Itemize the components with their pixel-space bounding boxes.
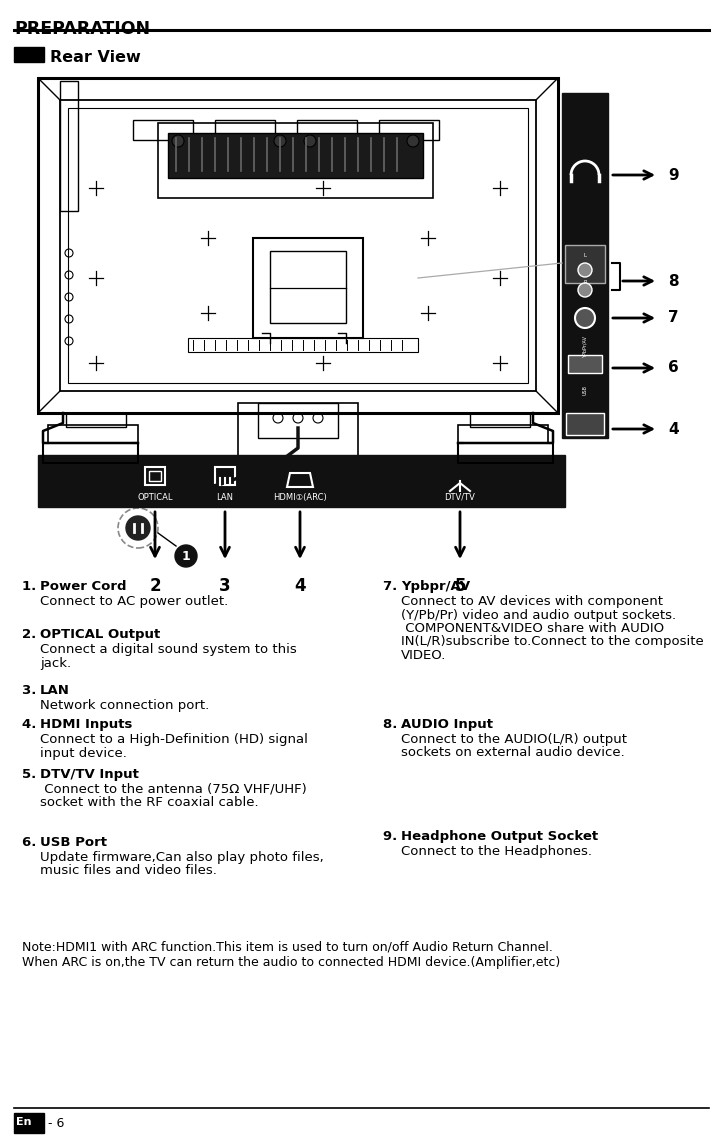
- Text: 6.: 6.: [22, 836, 41, 849]
- Text: R: R: [583, 280, 587, 285]
- Text: Power Cord: Power Cord: [40, 580, 127, 593]
- Bar: [48, 424, 138, 443]
- Circle shape: [304, 135, 316, 147]
- Text: (Y/Pb/Pr) video and audio output sockets.: (Y/Pb/Pr) video and audio output sockets…: [401, 608, 676, 622]
- Bar: [458, 424, 548, 443]
- Text: VIDEO.: VIDEO.: [401, 649, 446, 662]
- Bar: [215, 120, 275, 140]
- Text: Connect to the Headphones.: Connect to the Headphones.: [401, 845, 592, 858]
- Circle shape: [175, 545, 197, 567]
- Bar: [14, 47, 44, 62]
- Bar: [253, 238, 363, 338]
- Text: En: En: [16, 1117, 32, 1127]
- Text: 2: 2: [149, 577, 161, 594]
- Text: 5: 5: [454, 577, 466, 594]
- Text: 6: 6: [668, 361, 679, 375]
- Circle shape: [126, 516, 150, 540]
- Text: IN(L/R)subscribe to.Connect to the composite: IN(L/R)subscribe to.Connect to the compo…: [401, 636, 703, 648]
- Bar: [562, 94, 608, 438]
- Text: 3: 3: [219, 577, 231, 594]
- Bar: [215, 467, 235, 485]
- Text: YPbPr/AV: YPbPr/AV: [583, 335, 588, 358]
- Text: 1.: 1.: [22, 580, 41, 593]
- Bar: [168, 133, 423, 178]
- Text: DTV/TV Input: DTV/TV Input: [40, 768, 139, 780]
- Bar: [258, 403, 338, 438]
- Text: 8: 8: [668, 274, 679, 289]
- Bar: [38, 78, 558, 413]
- Text: 2.: 2.: [22, 628, 41, 641]
- Text: Headphone Output Socket: Headphone Output Socket: [401, 830, 598, 843]
- Bar: [158, 123, 433, 199]
- Text: sockets on external audio device.: sockets on external audio device.: [401, 746, 625, 760]
- Text: L: L: [583, 253, 586, 258]
- Bar: [14, 1112, 44, 1133]
- Bar: [60, 100, 536, 391]
- Text: Connect to AV devices with component: Connect to AV devices with component: [401, 594, 663, 608]
- Text: HDMI: HDMI: [583, 450, 588, 463]
- Text: DTV/TV: DTV/TV: [445, 493, 476, 502]
- Text: When ARC is on,the TV can return the audio to connected HDMI device.(Amplifier,e: When ARC is on,the TV can return the aud…: [22, 956, 560, 969]
- Text: music files and video files.: music files and video files.: [40, 865, 217, 877]
- Text: Update firmware,Can also play photo files,: Update firmware,Can also play photo file…: [40, 851, 324, 864]
- Circle shape: [274, 135, 286, 147]
- Bar: [565, 245, 605, 283]
- Text: USB Port: USB Port: [40, 836, 107, 849]
- Bar: [68, 108, 528, 383]
- Bar: [270, 251, 346, 323]
- Text: - 6: - 6: [48, 1117, 64, 1130]
- Text: jack.: jack.: [40, 656, 71, 670]
- Bar: [566, 413, 604, 435]
- Text: LAN: LAN: [216, 493, 234, 502]
- Circle shape: [575, 308, 595, 327]
- Text: Connect to the AUDIO(L/R) output: Connect to the AUDIO(L/R) output: [401, 733, 627, 746]
- Text: 4: 4: [294, 577, 306, 594]
- Text: socket with the RF coaxial cable.: socket with the RF coaxial cable.: [40, 796, 259, 809]
- Bar: [470, 413, 530, 427]
- Text: input device.: input device.: [40, 746, 127, 760]
- Text: Rear View: Rear View: [50, 50, 141, 65]
- Bar: [133, 120, 193, 140]
- Circle shape: [578, 262, 592, 277]
- Text: Network connection port.: Network connection port.: [40, 699, 209, 712]
- Text: USB: USB: [583, 385, 588, 395]
- Bar: [66, 413, 126, 427]
- Text: 5.: 5.: [22, 768, 41, 780]
- Text: Ypbpr/AV: Ypbpr/AV: [401, 580, 470, 593]
- Text: 9.: 9.: [383, 830, 402, 843]
- Text: COMPONENT&VIDEO share with AUDIO: COMPONENT&VIDEO share with AUDIO: [401, 622, 664, 636]
- Text: AUDIO Input: AUDIO Input: [401, 718, 493, 731]
- Text: 3.: 3.: [22, 683, 41, 697]
- Circle shape: [172, 135, 184, 147]
- Bar: [188, 338, 418, 353]
- Text: LAN: LAN: [40, 683, 70, 697]
- Text: PREPARATION: PREPARATION: [14, 21, 150, 38]
- Text: 4: 4: [668, 421, 679, 437]
- Text: OPTICAL: OPTICAL: [137, 493, 173, 502]
- Text: 8.: 8.: [383, 718, 402, 731]
- Bar: [568, 355, 602, 373]
- Bar: [38, 455, 565, 507]
- Text: 7.: 7.: [383, 580, 402, 593]
- Bar: [145, 467, 165, 485]
- Text: 9: 9: [668, 168, 679, 183]
- Bar: [297, 120, 357, 140]
- Text: HDMI①(ARC): HDMI①(ARC): [273, 493, 327, 502]
- Text: OPTICAL Output: OPTICAL Output: [40, 628, 161, 641]
- Bar: [379, 120, 439, 140]
- Text: Note:HDMI1 with ARC function.This item is used to turn on/off Audio Return Chann: Note:HDMI1 with ARC function.This item i…: [22, 940, 553, 953]
- Bar: [238, 403, 358, 458]
- Text: HDMI Inputs: HDMI Inputs: [40, 718, 132, 731]
- Text: 1: 1: [181, 550, 190, 563]
- Text: 4.: 4.: [22, 718, 41, 731]
- Text: 7: 7: [668, 310, 679, 325]
- Text: Connect to the antenna (75Ω VHF/UHF): Connect to the antenna (75Ω VHF/UHF): [40, 783, 307, 796]
- Bar: [149, 471, 161, 482]
- Text: Connect a digital sound system to this: Connect a digital sound system to this: [40, 644, 296, 656]
- Text: Connect to AC power outlet.: Connect to AC power outlet.: [40, 594, 228, 608]
- Text: Connect to a High-Definition (HD) signal: Connect to a High-Definition (HD) signal: [40, 733, 308, 746]
- Circle shape: [578, 283, 592, 297]
- Circle shape: [407, 135, 419, 147]
- Bar: [60, 81, 78, 211]
